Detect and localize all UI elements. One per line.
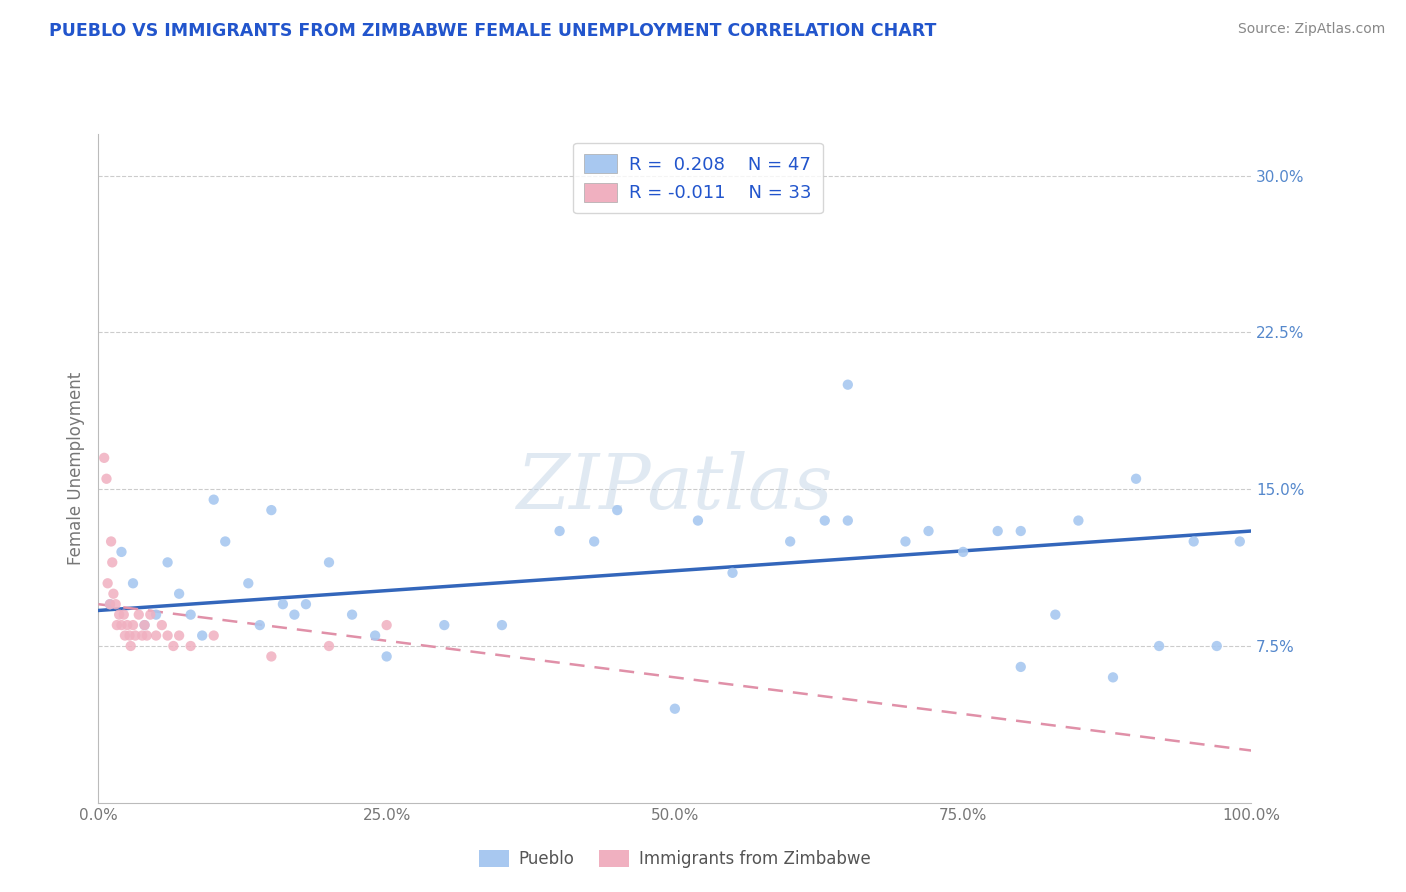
Point: [150, 618, 173, 632]
Point: [117, 618, 139, 632]
Point: [128, 607, 150, 622]
Point: [156, 628, 179, 642]
Point: [191, 628, 214, 642]
Point: [93, 450, 115, 465]
Point: [120, 639, 142, 653]
Point: [104, 597, 127, 611]
Point: [271, 597, 294, 611]
Point: [664, 702, 686, 716]
Point: [1182, 534, 1205, 549]
Point: [249, 618, 271, 632]
Point: [686, 514, 709, 528]
Point: [180, 639, 202, 653]
Y-axis label: Female Unemployment: Female Unemployment: [66, 372, 84, 565]
Point: [112, 607, 135, 622]
Point: [103, 587, 125, 601]
Point: [837, 377, 859, 392]
Point: [1010, 524, 1032, 538]
Point: [318, 639, 340, 653]
Point: [433, 618, 456, 632]
Point: [1205, 639, 1227, 653]
Point: [375, 618, 398, 632]
Point: [110, 618, 132, 632]
Point: [108, 607, 131, 622]
Point: [134, 618, 156, 632]
Point: [162, 639, 184, 653]
Point: [145, 607, 167, 622]
Point: [1102, 670, 1125, 684]
Point: [283, 607, 305, 622]
Point: [145, 628, 167, 642]
Point: [134, 618, 156, 632]
Point: [1229, 534, 1251, 549]
Point: [118, 628, 141, 642]
Point: [987, 524, 1010, 538]
Point: [917, 524, 939, 538]
Point: [214, 534, 236, 549]
Point: [96, 472, 118, 486]
Point: [721, 566, 744, 580]
Point: [98, 597, 121, 611]
Point: [156, 555, 179, 569]
Point: [779, 534, 801, 549]
Point: [110, 545, 132, 559]
Point: [180, 607, 202, 622]
Point: [97, 576, 120, 591]
Point: [1147, 639, 1170, 653]
Point: [814, 514, 837, 528]
Point: [122, 618, 145, 632]
Point: [1067, 514, 1090, 528]
Text: ZIPatlas: ZIPatlas: [516, 451, 834, 525]
Point: [837, 514, 859, 528]
Point: [1045, 607, 1067, 622]
Point: [135, 628, 157, 642]
Point: [375, 649, 398, 664]
Point: [167, 628, 190, 642]
Point: [114, 628, 136, 642]
Point: [98, 597, 121, 611]
Point: [202, 628, 225, 642]
Point: [548, 524, 571, 538]
Text: Source: ZipAtlas.com: Source: ZipAtlas.com: [1237, 22, 1385, 37]
Legend: Pueblo, Immigrants from Zimbabwe: Pueblo, Immigrants from Zimbabwe: [472, 843, 877, 875]
Point: [1125, 472, 1147, 486]
Point: [202, 492, 225, 507]
Point: [318, 555, 340, 569]
Point: [491, 618, 513, 632]
Point: [260, 649, 283, 664]
Point: [101, 555, 124, 569]
Point: [364, 628, 387, 642]
Point: [131, 628, 153, 642]
Point: [105, 618, 128, 632]
Point: [952, 545, 974, 559]
Point: [1010, 660, 1032, 674]
Point: [606, 503, 628, 517]
Point: [340, 607, 363, 622]
Point: [122, 576, 145, 591]
Point: [583, 534, 606, 549]
Text: PUEBLO VS IMMIGRANTS FROM ZIMBABWE FEMALE UNEMPLOYMENT CORRELATION CHART: PUEBLO VS IMMIGRANTS FROM ZIMBABWE FEMAL…: [49, 22, 936, 40]
Point: [894, 534, 917, 549]
Point: [139, 607, 162, 622]
Point: [124, 628, 146, 642]
Point: [167, 587, 190, 601]
Point: [260, 503, 283, 517]
Point: [238, 576, 260, 591]
Point: [295, 597, 318, 611]
Point: [100, 534, 122, 549]
